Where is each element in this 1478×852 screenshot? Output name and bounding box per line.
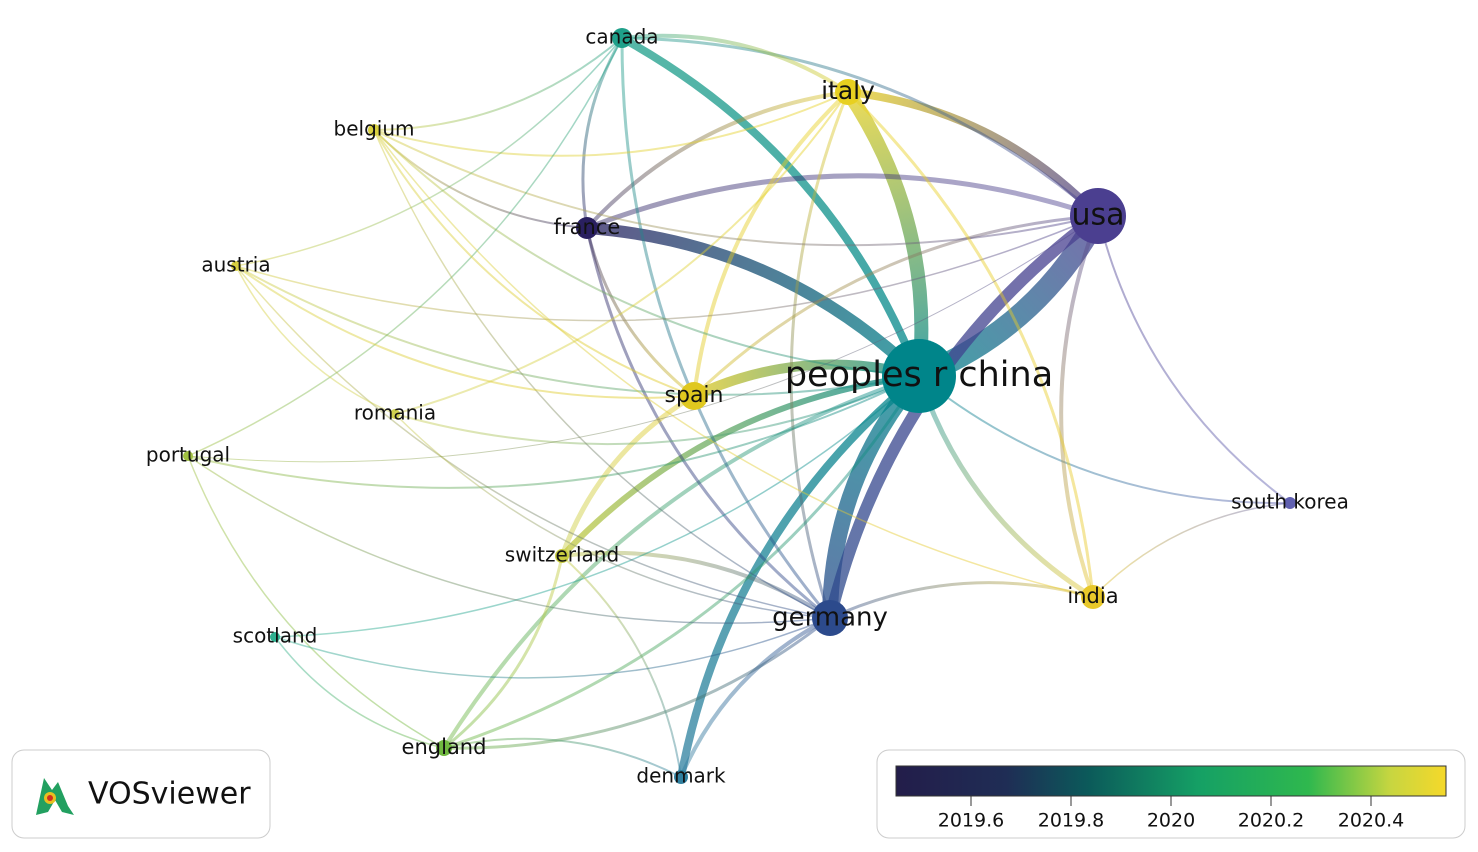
edge: [559, 393, 697, 559]
logo-frame: [11, 749, 271, 839]
edge: [373, 129, 1094, 598]
edge: [918, 375, 1291, 505]
node-label: scotland: [233, 624, 318, 648]
node-label: romania: [354, 401, 436, 425]
edge: [235, 265, 831, 619]
node: [882, 339, 956, 413]
edge: [692, 214, 1100, 398]
edge: [1092, 502, 1291, 598]
edge: [844, 88, 1102, 220]
edge: [394, 91, 849, 415]
edge: [789, 90, 850, 620]
edge: [187, 37, 623, 457]
edge: [235, 265, 920, 396]
node: [612, 28, 632, 48]
edge: [235, 265, 396, 415]
edge: [442, 554, 564, 750]
edge: [187, 375, 920, 489]
edge: [443, 737, 682, 778]
edge: [442, 374, 921, 750]
edge: [373, 129, 1099, 247]
tick-label: 2020: [1147, 810, 1195, 832]
edge: [394, 375, 920, 446]
node-label: denmark: [636, 764, 726, 788]
edge: [841, 85, 929, 383]
edge: [679, 616, 832, 779]
edge: [187, 215, 1099, 463]
edge: [373, 129, 588, 229]
edge: [235, 37, 623, 267]
edge: [620, 33, 850, 94]
node: [270, 632, 280, 642]
edge: [677, 372, 923, 781]
edge: [274, 617, 831, 679]
node-label: south korea: [1231, 490, 1349, 514]
edge: [373, 129, 920, 377]
node-label: portugal: [146, 443, 230, 467]
node-label: canada: [585, 25, 658, 49]
edge: [235, 265, 695, 399]
edge: [620, 36, 1100, 218]
node: [390, 409, 400, 419]
node: [1070, 188, 1126, 244]
edge: [1097, 215, 1291, 504]
node: [183, 451, 193, 461]
node-label: india: [1067, 584, 1118, 608]
node-label: usa: [1071, 198, 1124, 233]
edge: [846, 90, 1095, 599]
edge: [373, 37, 623, 131]
edge: [373, 129, 831, 619]
node: [576, 217, 598, 239]
edge: [584, 173, 1101, 231]
edge: [274, 375, 920, 638]
edge: [916, 373, 1096, 600]
node: [231, 261, 241, 271]
scale-gradient: [895, 765, 1447, 797]
edge: [235, 215, 1099, 322]
edge: [560, 550, 832, 620]
edge: [187, 455, 445, 749]
node-label: austria: [201, 253, 270, 277]
tick-label: 2020.2: [1238, 810, 1304, 832]
node-label: italy: [821, 76, 875, 105]
logo-text: VOSviewer: [88, 777, 251, 812]
edge: [581, 222, 925, 382]
edge: [442, 616, 832, 750]
edge: [585, 226, 696, 398]
node-label: england: [402, 735, 487, 759]
node-label: switzerland: [505, 543, 619, 567]
node: [1284, 497, 1296, 509]
edge: [187, 455, 831, 624]
tick-label: 2019.8: [1038, 810, 1104, 832]
node-label: france: [554, 215, 621, 239]
node: [674, 770, 688, 784]
node: [1081, 585, 1105, 609]
logo-icon-core: [47, 795, 53, 801]
node: [368, 124, 380, 136]
node-label: spain: [665, 383, 724, 408]
tick-label: 2020.4: [1338, 810, 1404, 832]
edge: [1059, 214, 1100, 599]
node: [680, 382, 708, 410]
node: [555, 549, 569, 563]
edge: [620, 36, 832, 620]
node-label: peoples r china: [785, 355, 1053, 395]
edge: [373, 91, 849, 157]
edge: [394, 413, 831, 619]
edge: [373, 129, 695, 397]
node: [835, 79, 861, 105]
edge: [561, 555, 682, 778]
color-scale: 2019.6 2019.8 2020 2020.2 2020.4: [876, 749, 1466, 839]
edge: [585, 90, 850, 230]
edge: [274, 636, 445, 749]
node: [812, 600, 848, 636]
edge: [692, 90, 850, 398]
tick-label: 2019.6: [938, 810, 1004, 832]
node-label: belgium: [334, 117, 415, 141]
nodes: canada italy belgium usa france austria people…: [146, 25, 1349, 788]
logo-box: VOSviewer: [11, 749, 271, 839]
node-label: germany: [772, 603, 888, 633]
node: [436, 740, 452, 756]
